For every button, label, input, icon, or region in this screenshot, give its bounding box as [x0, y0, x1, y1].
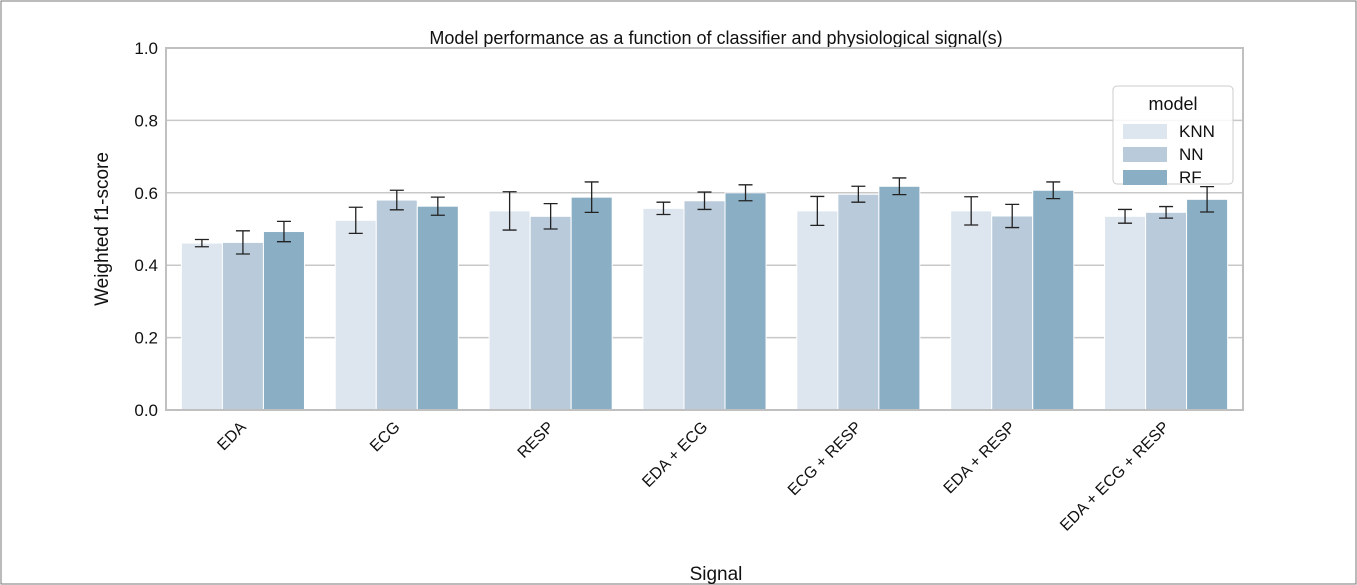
- legend-swatch: [1123, 124, 1167, 139]
- legend-label: KNN: [1179, 122, 1215, 141]
- error-bar: [738, 184, 753, 202]
- error-bar: [851, 185, 866, 203]
- bar: [991, 215, 1034, 411]
- error-bar: [276, 220, 291, 243]
- y-tick-label: 0.2: [134, 329, 158, 348]
- error-bar: [810, 195, 825, 227]
- bar: [375, 199, 418, 411]
- bar: [950, 210, 993, 411]
- legend-label: NN: [1179, 145, 1204, 164]
- legend-swatch: [1123, 170, 1167, 185]
- legend-swatch: [1123, 147, 1167, 162]
- error-bar: [1200, 185, 1215, 213]
- bar: [1032, 189, 1075, 411]
- bar: [683, 200, 726, 411]
- bar: [837, 193, 880, 411]
- error-bar: [235, 230, 250, 255]
- error-bar: [964, 196, 979, 226]
- bar: [180, 242, 223, 411]
- error-bar: [194, 238, 209, 248]
- error-bar: [656, 201, 671, 216]
- bar: [1186, 198, 1229, 411]
- error-bar: [389, 189, 404, 211]
- bar: [262, 231, 305, 411]
- error-bar: [1046, 181, 1061, 200]
- bar: [221, 241, 264, 411]
- error-bar: [892, 177, 907, 196]
- error-bar: [430, 196, 445, 216]
- legend-title: model: [1148, 94, 1197, 114]
- bar: [1104, 215, 1147, 411]
- chart-title: Model performance as a function of class…: [429, 28, 1002, 48]
- y-tick-label: 1.0: [134, 39, 158, 58]
- y-tick-label: 0.0: [134, 401, 158, 420]
- plot-border: [165, 47, 1244, 411]
- bar: [878, 185, 921, 411]
- bar: [334, 219, 377, 411]
- error-bar: [502, 191, 517, 231]
- bar: [724, 192, 767, 411]
- bar: [570, 196, 613, 411]
- error-bar: [1159, 205, 1174, 219]
- y-tick-label: 0.4: [134, 256, 158, 275]
- error-bar: [1118, 208, 1133, 224]
- legend-label: RF: [1179, 168, 1202, 187]
- error-bar: [697, 191, 712, 211]
- bar: [796, 210, 839, 411]
- error-bar: [543, 203, 558, 230]
- bar: [529, 215, 572, 411]
- error-bar: [348, 206, 363, 234]
- bar: [1145, 211, 1188, 411]
- error-bar: [1005, 203, 1020, 229]
- bar: [488, 210, 531, 411]
- error-bar: [584, 181, 599, 213]
- y-tick-label: 0.6: [134, 184, 158, 203]
- bar: [416, 205, 459, 411]
- y-axis-label: Weighted f1-score: [92, 152, 113, 306]
- y-tick-label: 0.8: [134, 111, 158, 130]
- x-axis-label: Signal: [690, 564, 743, 585]
- bar: [642, 207, 685, 411]
